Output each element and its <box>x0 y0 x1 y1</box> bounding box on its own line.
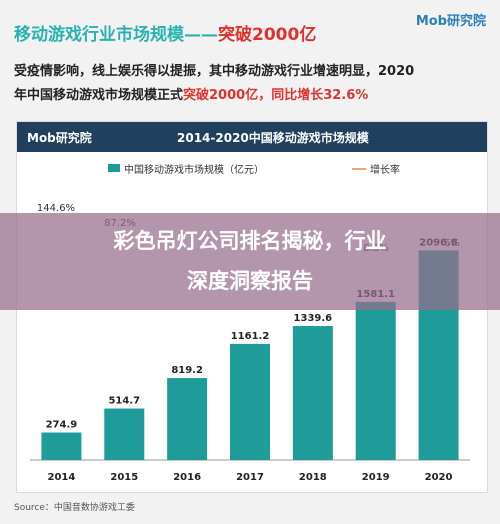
overlay-banner: 彩色吊灯公司排名揭秘，行业 深度洞察报告 <box>0 213 500 310</box>
banner-line-1: 彩色吊灯公司排名揭秘，行业 <box>113 229 387 253</box>
chart-title: 2014-2020中国移动游戏市场规模 <box>177 131 369 145</box>
x-tick-label-2020: 2020 <box>425 472 453 483</box>
x-tick-label-2018: 2018 <box>299 472 327 483</box>
chart-panel-header: Mob研究院 2014-2020中国移动游戏市场规模 <box>17 122 487 152</box>
description-line-1: 受疫情影响，线上娱乐得以提振，其中移动游戏行业增速明显，2020 <box>14 64 415 79</box>
bar-2017 <box>230 343 270 460</box>
brand-logo: Mob研究院 <box>415 14 486 29</box>
bar-2014 <box>41 432 82 460</box>
title-main: 移动游戏行业市场规模—— <box>14 25 218 45</box>
bar-2016 <box>167 378 208 460</box>
x-tick-label-2015: 2015 <box>110 472 138 483</box>
legend-bar-swatch <box>108 164 120 172</box>
title-highlight: 突破2000亿 <box>218 25 317 45</box>
banner-line-2: 深度洞察报告 <box>187 269 313 293</box>
description-highlight: 突破2000亿，同比增长32.6% <box>183 88 369 103</box>
bar-value-label-2014: 274.9 <box>46 420 78 431</box>
bar-value-label-2015: 514.7 <box>108 396 140 407</box>
x-tick-label-2014: 2014 <box>48 472 76 483</box>
bar-2018 <box>292 326 333 460</box>
description-prefix: 年中国移动游戏市场规模正式 <box>14 88 184 103</box>
source-note: Source：中国音数协游戏工委 <box>14 503 135 513</box>
page-title: 移动游戏行业市场规模——突破2000亿 <box>14 20 316 45</box>
bar-value-label-2018: 1339.6 <box>294 313 333 324</box>
panel-logo: Mob研究院 <box>27 131 92 145</box>
legend-bar-label: 中国移动游戏市场规模（亿元） <box>124 165 264 176</box>
description-line-2: 年中国移动游戏市场规模正式突破2000亿，同比增长32.6% <box>14 84 486 103</box>
legend-growth-label: 增长率 <box>370 165 400 176</box>
bar-2019 <box>355 301 396 460</box>
bar-value-label-2016: 819.2 <box>171 365 203 376</box>
bar-2015 <box>104 408 145 460</box>
legend-growth-swatch <box>352 168 366 170</box>
growth-rate-label-0: 144.6% <box>37 203 75 214</box>
x-tick-label-2016: 2016 <box>173 472 201 483</box>
x-tick-label-2017: 2017 <box>236 472 264 483</box>
bar-value-label-2017: 1161.2 <box>231 331 270 342</box>
x-tick-label-2019: 2019 <box>362 472 390 483</box>
